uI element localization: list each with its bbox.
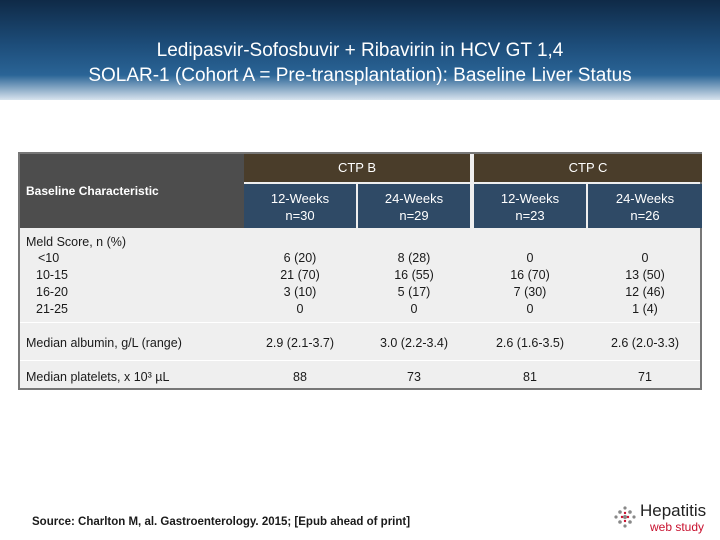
title-line-1: Ledipasvir-Sofosbuvir + Ribavirin in HCV… [156,40,564,61]
platelets-c1: 88 [293,370,307,384]
group-header-ctp-c [474,154,702,182]
meld-c2-r4: 0 [410,302,418,316]
col-4-n: n=26 [630,208,660,223]
col-2-weeks: 24-Weeks [384,191,444,206]
platelets-c3: 81 [523,370,537,384]
logo-sub: web study [650,520,705,534]
meld-c3-r4: 0 [526,302,534,316]
meld-c1-r3: 3 (10) [283,285,317,299]
title-line-2: SOLAR-1 (Cohort A = Pre-transplantation)… [88,65,632,86]
meld-c3-r3: 7 (30) [513,285,547,299]
col-2-n: n=29 [399,208,429,223]
col-header-1 [244,184,356,228]
title-banner [0,0,720,100]
meld-c2-r3: 5 (17) [397,285,431,299]
hepatitis-logo: Hepatitis web study [612,500,716,536]
baseline-table: Baseline Characteristic CTP B CTP C 12-W… [18,152,702,390]
meld-c4-r3: 12 (46) [625,285,665,299]
row-divider [20,322,700,323]
col-1-n: n=30 [285,208,315,223]
meld-c3-r2: 16 (70) [510,268,550,282]
meld-sub-4: 21-25 [36,302,68,316]
col-3-weeks: 12-Weeks [500,191,560,206]
platelets-c2: 73 [407,370,421,384]
meld-sub-3: 16-20 [36,285,68,299]
col-3-n: n=23 [515,208,545,223]
col-header-2 [358,184,470,228]
albumin-c4: 2.6 (2.0-3.3) [610,336,680,350]
group-header-ctp-b [244,154,470,182]
slide-title: Ledipasvir-Sofosbuvir + Ribavirin in HCV… [0,38,720,88]
albumin-c3: 2.6 (1.6-3.5) [495,336,565,350]
albumin-c2: 3.0 (2.2-3.4) [379,336,449,350]
albumin-c1: 2.9 (2.1-3.7) [265,336,335,350]
source-citation: Source: Charlton M, al. Gastroenterology… [32,516,411,528]
meld-c3-r1: 0 [526,251,534,265]
col-header-4 [588,184,702,228]
albumin-label: Median albumin, g/L (range) [26,336,182,350]
meld-c2-r1: 8 (28) [397,251,431,265]
dots-logo-icon [614,506,636,528]
platelets-c4: 71 [638,370,652,384]
meld-c1-r4: 0 [296,302,304,316]
group-label-ctp-b: CTP B [337,160,377,175]
meld-c4-r1: 0 [641,251,649,265]
meld-sub-1: <10 [38,251,60,265]
meld-c1-r1: 6 (20) [283,251,317,265]
col-header-3 [474,184,586,228]
group-label-ctp-c: CTP C [568,160,608,175]
meld-c2-r2: 16 (55) [394,268,434,282]
meld-sub-2: 10-15 [36,268,68,282]
row-header-block [20,154,244,228]
col-4-weeks: 24-Weeks [615,191,675,206]
row-header-label: Baseline Characteristic [26,184,159,198]
meld-c4-r4: 1 (4) [632,302,658,316]
platelets-label: Median platelets, x 10³ µL [26,370,170,384]
meld-label: Meld Score, n (%) [26,235,127,249]
row-divider [20,360,700,361]
meld-c4-r2: 13 (50) [625,268,665,282]
meld-c1-r2: 21 (70) [280,268,320,282]
col-1-weeks: 12-Weeks [270,191,330,206]
logo-name: Hepatitis [640,501,707,520]
